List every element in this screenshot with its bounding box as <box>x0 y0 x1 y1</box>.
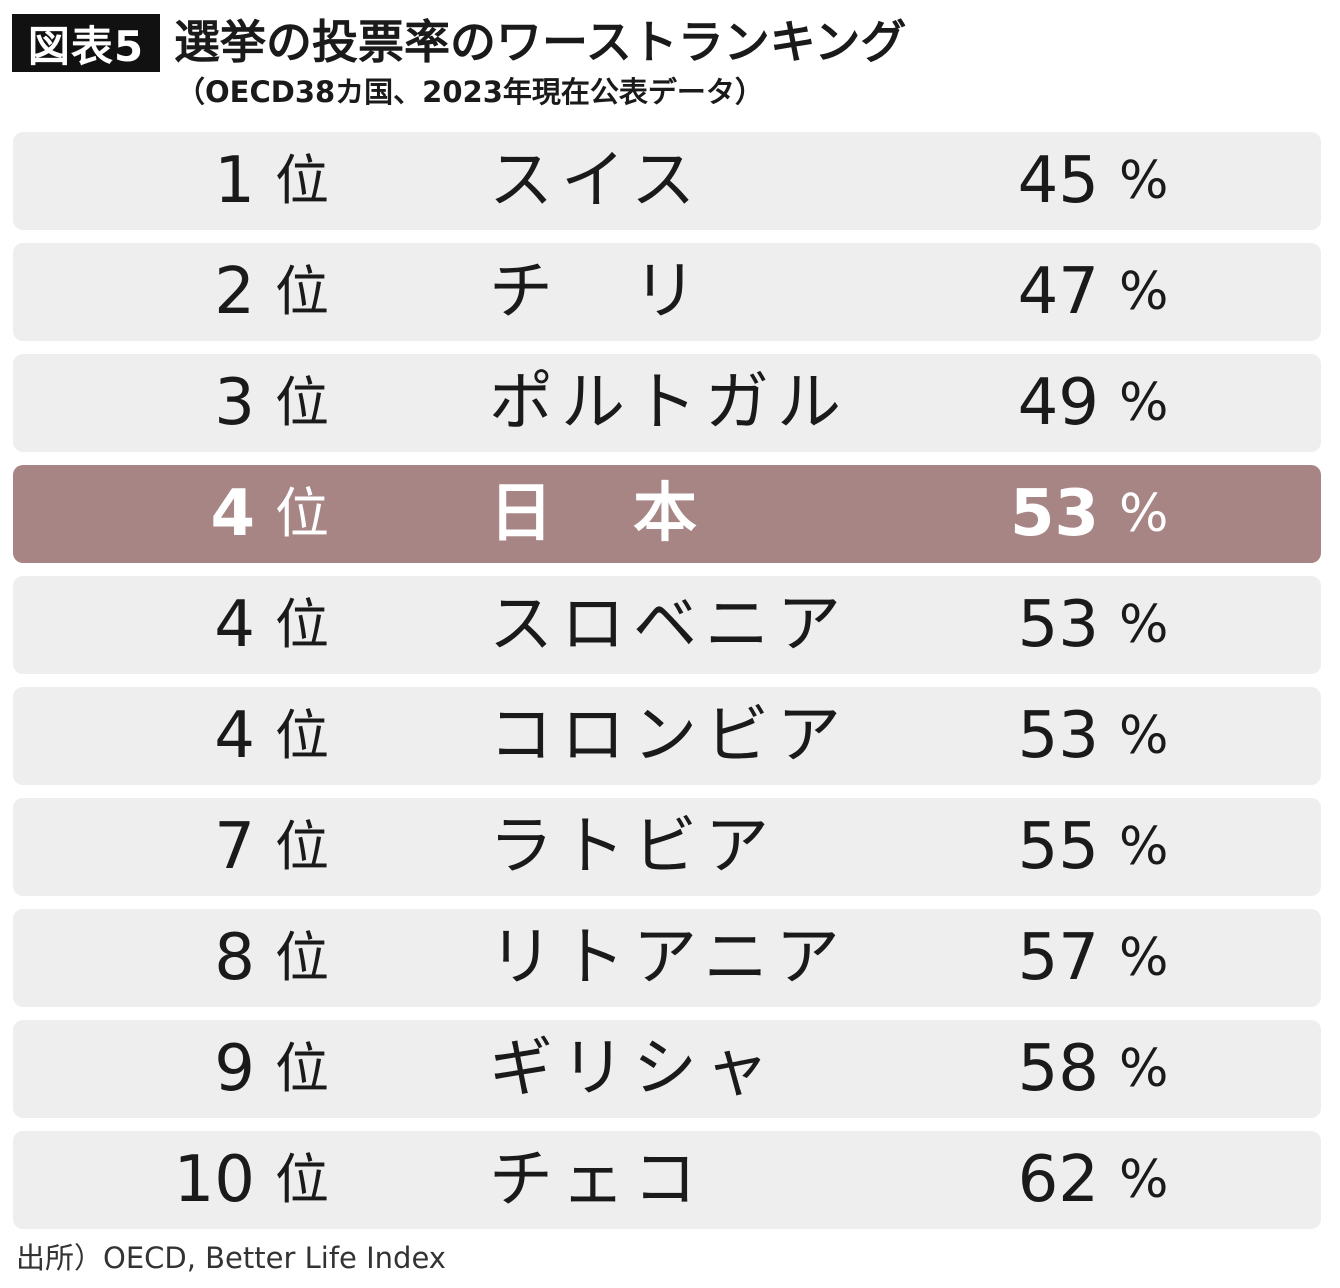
chart-subtitle: （OECD38カ国、2023年現在公表データ） <box>176 75 764 109</box>
turnout-value: 58 <box>1017 1032 1099 1106</box>
rank-suffix: 位 <box>275 371 329 434</box>
rank-number: 4 <box>210 477 255 551</box>
percent-unit: % <box>1119 1039 1169 1099</box>
rank-suffix: 位 <box>275 704 329 767</box>
rank-suffix: 位 <box>275 149 329 212</box>
country-name: スイス <box>489 144 704 218</box>
country-name: ポルトガル <box>489 366 849 440</box>
percent-unit: % <box>1119 595 1169 655</box>
rank-number: 10 <box>173 1143 255 1217</box>
turnout-value: 53 <box>1009 477 1099 551</box>
country-name: チ リ <box>489 255 705 329</box>
rank-number: 3 <box>214 366 255 440</box>
rank-suffix: 位 <box>275 260 329 323</box>
country-name: チェコ <box>489 1143 705 1217</box>
turnout-value: 55 <box>1017 810 1099 884</box>
ranking-row: 1 位 スイス 45% <box>13 132 1321 230</box>
turnout-value: 57 <box>1017 921 1099 995</box>
percent-unit: % <box>1119 151 1169 211</box>
ranking-row: 7 位 ラトビア 55% <box>13 798 1321 896</box>
figure-label: 図表5 <box>12 14 160 72</box>
country-name: ラトビア <box>489 810 777 884</box>
turnout-value: 45 <box>1017 144 1099 218</box>
percent-unit: % <box>1119 262 1169 322</box>
ranking-row: 3 位 ポルトガル 49% <box>13 354 1321 452</box>
country-name: スロベニア <box>489 588 849 662</box>
percent-unit: % <box>1119 928 1169 988</box>
percent-unit: % <box>1119 373 1169 433</box>
turnout-value: 49 <box>1017 366 1099 440</box>
rank-number: 9 <box>214 1032 255 1106</box>
rank-suffix: 位 <box>275 593 329 656</box>
percent-unit: % <box>1119 484 1169 544</box>
chart-title: 選挙の投票率のワーストランキング <box>174 15 907 69</box>
percent-unit: % <box>1119 817 1169 877</box>
percent-unit: % <box>1119 1150 1169 1210</box>
ranking-row: 4 位 スロベニア 53% <box>13 576 1321 674</box>
rank-number: 1 <box>214 144 255 218</box>
rank-number: 2 <box>214 255 255 329</box>
ranking-table: 1 位スイス 45% 2 位チ リ 47% 3 位ポルトガル 49% 4 位日 本 53% 4 位スロベニ… <box>13 132 1321 1242</box>
rank-number: 4 <box>214 588 255 662</box>
rank-suffix: 位 <box>275 1148 329 1211</box>
rank-suffix: 位 <box>275 815 329 878</box>
country-name: リトアニア <box>489 921 848 995</box>
rank-number: 4 <box>214 699 255 773</box>
country-name: 日 本 <box>489 477 705 551</box>
turnout-value: 53 <box>1017 699 1099 773</box>
ranking-row: 10 位 チェコ 62% <box>13 1131 1321 1229</box>
rank-suffix: 位 <box>275 482 329 545</box>
ranking-row: 8 位 リトアニア 57% <box>13 909 1321 1007</box>
rank-suffix: 位 <box>275 1037 329 1100</box>
turnout-value: 53 <box>1017 588 1099 662</box>
rank-number: 8 <box>214 921 255 995</box>
source-note: 出所）OECD, Better Life Index <box>16 1241 446 1275</box>
country-name: ギリシャ <box>489 1032 777 1106</box>
ranking-row: 9 位 ギリシャ 58% <box>13 1020 1321 1118</box>
country-name: コロンビア <box>489 699 849 773</box>
turnout-value: 47 <box>1017 255 1099 329</box>
percent-unit: % <box>1119 706 1169 766</box>
ranking-row: 4 位 コロンビア 53% <box>13 687 1321 785</box>
rank-suffix: 位 <box>275 926 329 989</box>
rank-number: 7 <box>214 810 255 884</box>
turnout-value: 62 <box>1017 1143 1099 1217</box>
